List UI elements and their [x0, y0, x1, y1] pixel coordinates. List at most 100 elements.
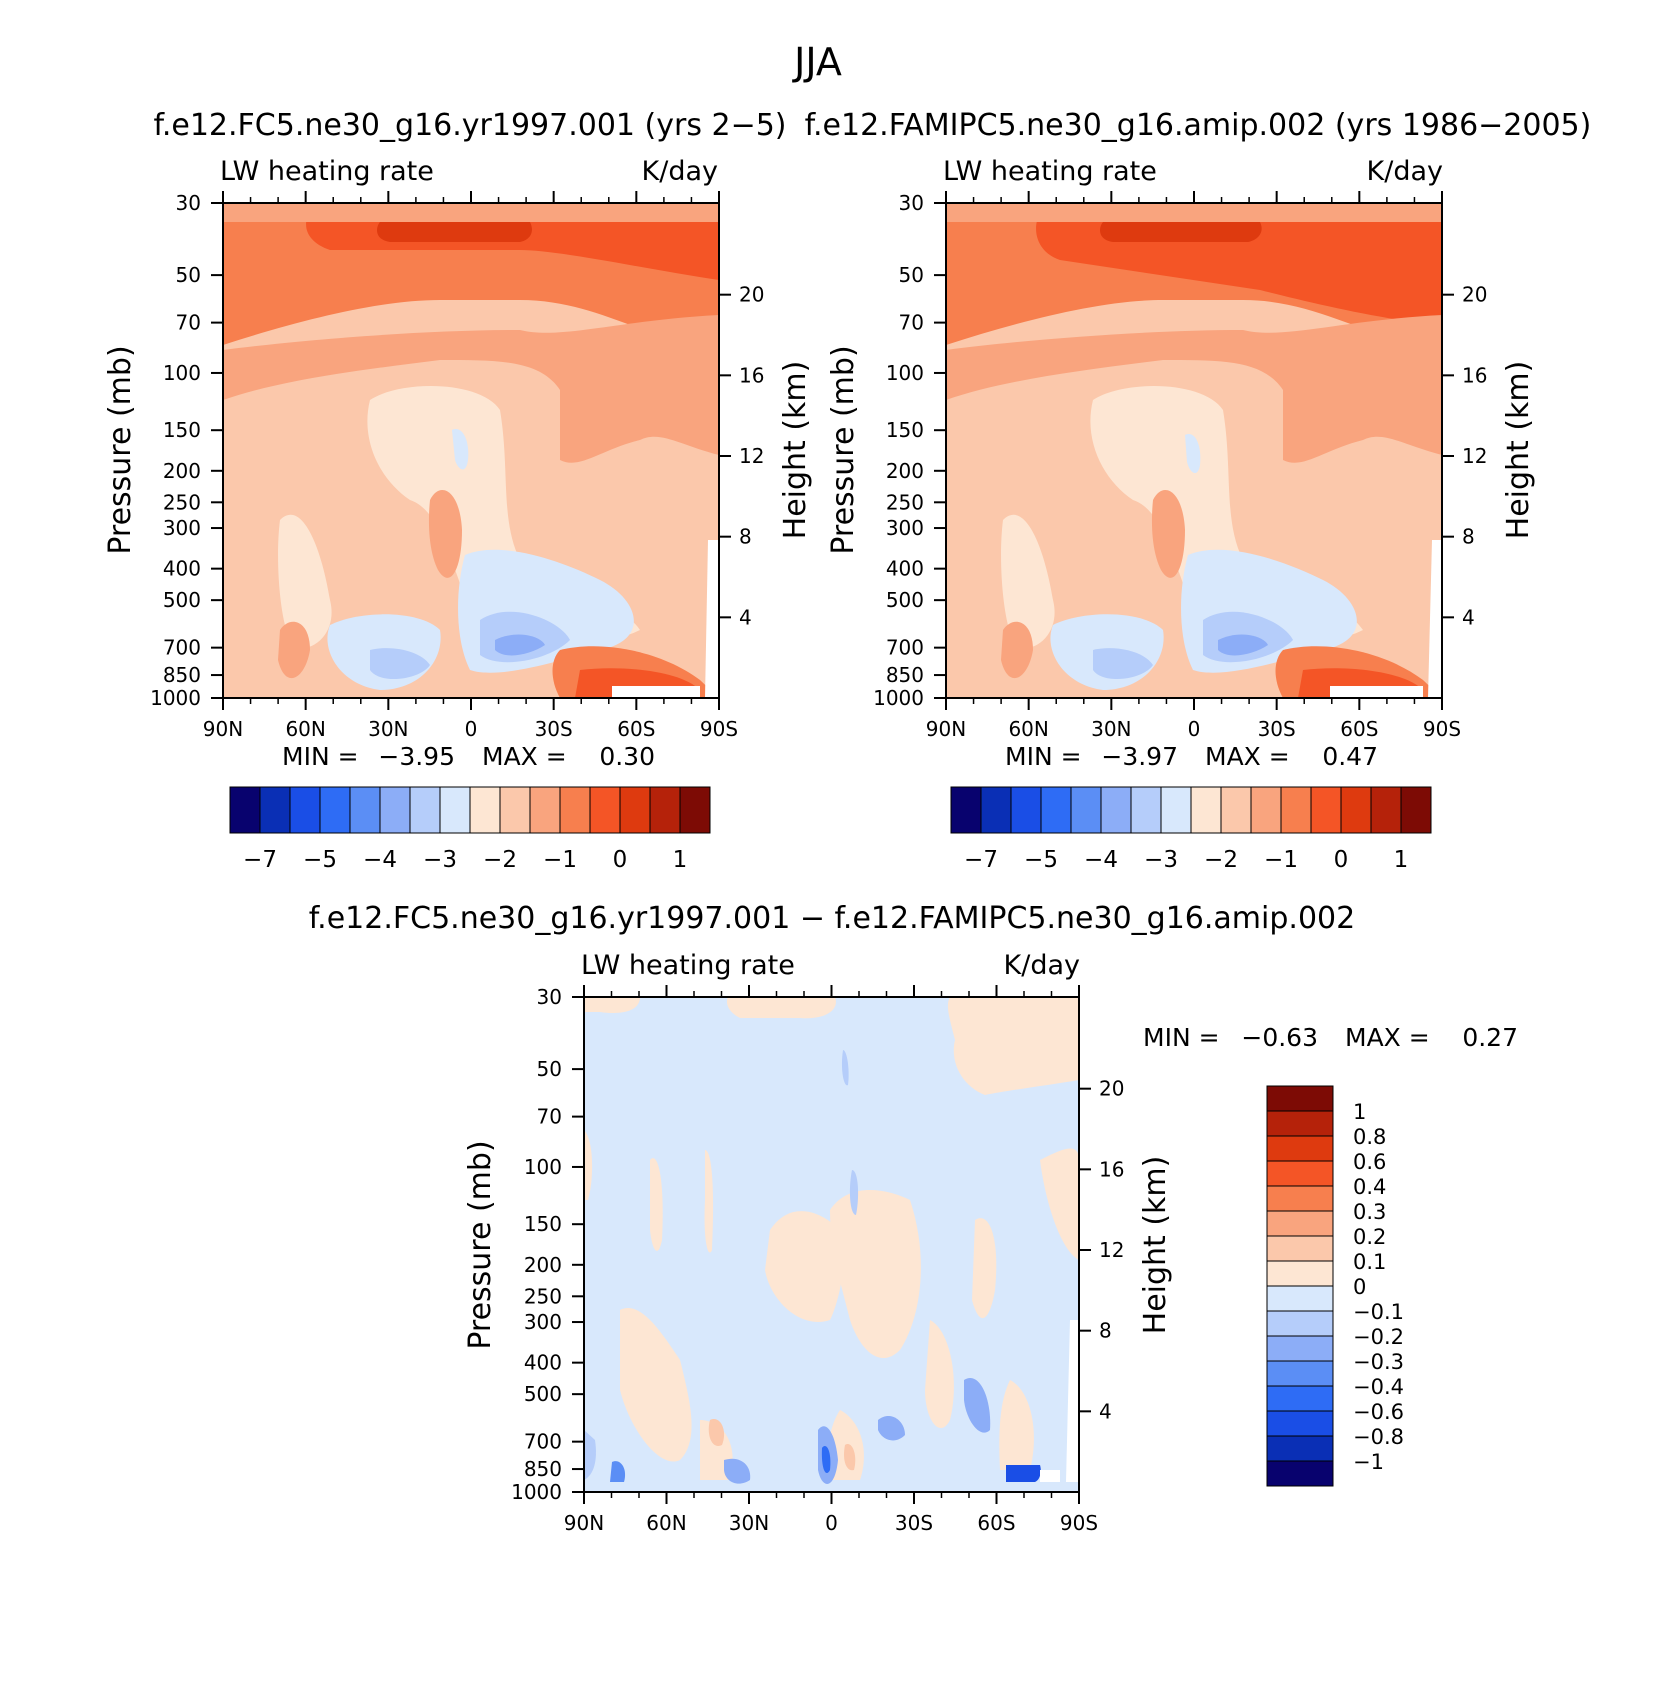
- panel-3-right-string: K/day: [1004, 950, 1080, 981]
- colorbar-label: −3: [1144, 847, 1178, 873]
- panel-3-y-tick-label: 150: [524, 1212, 562, 1236]
- panel-2-y-tick-label: 100: [886, 361, 924, 385]
- colorbar-box: [1266, 1210, 1334, 1237]
- colorbar-box: [1266, 1360, 1334, 1387]
- panel-3-title: f.e12.FC5.ne30_g16.yr1997.001 − f.e12.FA…: [309, 901, 1355, 936]
- panel-3-max-label: MAX =: [1345, 1023, 1430, 1052]
- panel-1-y-tick-label: 200: [163, 459, 201, 483]
- colorbar-label: −0.3: [1353, 1350, 1404, 1374]
- panel-2-y-right-tick-label: 4: [1462, 605, 1475, 629]
- panel-2-min-label: MIN =: [1005, 742, 1082, 771]
- colorbar-box: [1070, 786, 1102, 834]
- panel-3-contour-field: [584, 997, 1079, 1492]
- colorbar-box: [1370, 786, 1402, 834]
- panel-1-y-tick-label: 100: [163, 361, 201, 385]
- panel-2-y-tick-label: 400: [886, 557, 924, 581]
- panel-3-ylabel-right: Height (km): [1138, 1156, 1173, 1335]
- panel-2-y-tick-label: 700: [886, 636, 924, 660]
- panel-1-y-tick-label: 700: [163, 636, 201, 660]
- colorbar-box: [1266, 1310, 1334, 1337]
- colorbar-label: 0.2: [1353, 1225, 1386, 1249]
- panel-3-y-right-tick-label: 8: [1099, 1319, 1112, 1343]
- panel-3-x-tick-label: 30N: [729, 1511, 769, 1535]
- colorbar-box: [619, 786, 651, 834]
- colorbar-box: [950, 786, 982, 834]
- panel-1-max-label: MAX =: [482, 742, 567, 771]
- panel-3-axes: 90N 60N 30N 0 30S 60S 90S 30 50 70 100 150 200 250300…: [511, 985, 1124, 1535]
- panel-3-min-label: MIN =: [1143, 1023, 1220, 1052]
- panel-1-left-string: LW heating rate: [220, 156, 434, 187]
- panel-1-ylabel: Pressure (mb): [103, 345, 138, 554]
- panel-1-x-tick-label: 30N: [368, 717, 408, 741]
- colorbar-box: [1220, 786, 1252, 834]
- colorbar-box: [1266, 1285, 1334, 1312]
- panel-2-y-tick-label: 1000: [873, 686, 924, 710]
- panel-2-y-tick-label: 850: [886, 663, 924, 687]
- colorbar-box: [1266, 1185, 1334, 1212]
- panel-3-y-right-tick-label: 4: [1099, 1399, 1112, 1423]
- colorbar-box: [1266, 1435, 1334, 1462]
- colorbar-box: [1266, 1085, 1334, 1112]
- panel-2: f.e12.FAMIPC5.ne30_g16.amip.002 (yrs 198…: [805, 108, 1592, 873]
- panel-1-ylabel-right: Height (km): [778, 361, 813, 540]
- colorbar-box: [469, 786, 501, 834]
- panel-2-y-tick-label: 500: [886, 588, 924, 612]
- panel-3-x-tick-label: 90N: [564, 1511, 604, 1535]
- panel-2-contour-field: [946, 203, 1442, 698]
- colorbar-label: −2: [483, 847, 517, 873]
- panel-1-y-right-tick-label: 12: [739, 444, 764, 468]
- panel-3-x-tick-label: 30S: [895, 1511, 933, 1535]
- panel-3-y-tick-label: 70: [537, 1105, 562, 1129]
- colorbar-box: [1010, 786, 1042, 834]
- colorbar-box: [1266, 1410, 1334, 1437]
- colorbar-box: [1250, 786, 1282, 834]
- panel-1-x-tick-label: 90N: [203, 717, 243, 741]
- colorbar-box: [1400, 786, 1432, 834]
- panel-1-y-right-tick-label: 4: [739, 605, 752, 629]
- panel-3-y-tick-label: 100: [524, 1155, 562, 1179]
- colorbar-box: [1266, 1385, 1334, 1412]
- panel-1-y-tick-label: 30: [176, 191, 201, 215]
- colorbar-label: −1: [1264, 847, 1298, 873]
- panel-1-axes: 90N 60N 30N 0 30S 60S 90S 30 50 70 100 150 200 250300…: [150, 191, 764, 741]
- panel-3-y-tick-label: 30: [537, 985, 562, 1009]
- panel-3-y-right-tick-label: 16: [1099, 1157, 1124, 1181]
- panel-2-y-tick-label: 50: [899, 263, 924, 287]
- panel-1-x-tick-label: 60S: [617, 717, 655, 741]
- colorbar-box: [589, 786, 621, 834]
- colorbar-box: [379, 786, 411, 834]
- panel-2-x-tick-label: 90N: [926, 717, 966, 741]
- panel-1-y-tick-label: 50: [176, 263, 201, 287]
- panel-3-ylabel: Pressure (mb): [463, 1140, 498, 1349]
- colorbar-label: 0: [1353, 1275, 1366, 1299]
- colorbar-box: [1280, 786, 1312, 834]
- panel-1-y-tick-label: 850: [163, 663, 201, 687]
- panel-2-y-tick-label: 200: [886, 459, 924, 483]
- panel-1-x-tick-label: 0: [465, 717, 478, 741]
- panel-2-y-tick-label: 70: [899, 311, 924, 335]
- colorbar-label: −7: [964, 847, 998, 873]
- panel-2-min-value: −3.97: [1101, 742, 1178, 771]
- colorbar-label: −7: [243, 847, 277, 873]
- colorbar-box: [259, 786, 291, 834]
- panel-2-y-tick-label: 300: [886, 516, 924, 540]
- panel-2-ylabel-right: Height (km): [1501, 361, 1536, 540]
- colorbar-label: −0.6: [1353, 1400, 1404, 1424]
- colorbar-label: −4: [1084, 847, 1118, 873]
- panel-3-x-tick-label: 60N: [646, 1511, 686, 1535]
- panel-3-y-right-tick-label: 20: [1099, 1077, 1124, 1101]
- panel-1-y-right-tick-label: 16: [739, 363, 764, 387]
- panel-2-max-value: 0.47: [1322, 742, 1378, 771]
- colorbar-box: [1040, 786, 1072, 834]
- panel-1-y-tick-label: 70: [176, 311, 201, 335]
- colorbar-box: [1266, 1110, 1334, 1137]
- colorbar-box: [349, 786, 381, 834]
- colorbar-box: [439, 786, 471, 834]
- colorbar-label: 0.1: [1353, 1250, 1386, 1274]
- panel-1: f.e12.FC5.ne30_g16.yr1997.001 (yrs 2−5) …: [103, 108, 813, 873]
- colorbar-box: [1266, 1335, 1334, 1362]
- panel-2-y-tick-label: 30: [899, 191, 924, 215]
- colorbar-box: [229, 786, 261, 834]
- colorbar-box: [1266, 1260, 1334, 1287]
- colorbar-label: 0.8: [1353, 1125, 1386, 1149]
